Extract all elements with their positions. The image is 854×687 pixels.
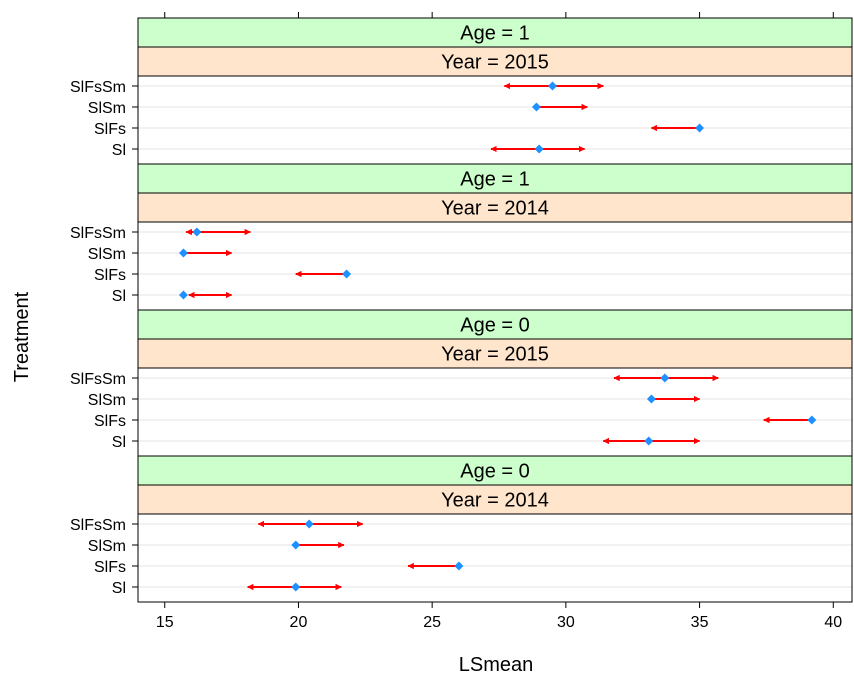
treatment-label: SlFs bbox=[94, 267, 126, 284]
panel-background bbox=[137, 367, 853, 457]
treatment-label: SlSm bbox=[88, 100, 126, 117]
treatment-label: SlFs bbox=[94, 559, 126, 576]
lsmean-point bbox=[644, 436, 654, 446]
x-axis-title: LSmean bbox=[459, 654, 534, 676]
lsmean-point bbox=[304, 519, 314, 529]
treatment-label: SlFsSm bbox=[70, 225, 126, 242]
lsmean-point bbox=[342, 269, 352, 279]
x-tick-label: 40 bbox=[824, 614, 842, 631]
age-strip-label: Age = 0 bbox=[460, 315, 530, 337]
age-strip-label: Age = 1 bbox=[460, 23, 530, 45]
panel: Age = 0 Year = 2015 SlFsSm SlSm SlFs Sl bbox=[70, 309, 853, 457]
x-tick-label: 20 bbox=[290, 614, 308, 631]
lsmean-point bbox=[547, 81, 557, 91]
treatment-label: SlFsSm bbox=[70, 517, 126, 534]
year-strip bbox=[137, 338, 853, 369]
year-strip bbox=[137, 46, 853, 77]
x-tick-label: 15 bbox=[156, 614, 174, 631]
x-tick-label: 30 bbox=[557, 614, 575, 631]
treatment-label: Sl bbox=[112, 142, 126, 159]
treatment-label: SlSm bbox=[88, 538, 126, 555]
year-strip-label: Year = 2014 bbox=[441, 490, 549, 512]
age-strip-label: Age = 0 bbox=[460, 461, 530, 483]
treatment-label: Sl bbox=[112, 434, 126, 451]
age-strip bbox=[137, 17, 853, 48]
panel: Age = 0 Year = 2014 SlFsSm SlSm SlFs Sl bbox=[70, 455, 853, 603]
age-strip bbox=[137, 455, 853, 486]
treatment-label: SlFs bbox=[94, 121, 126, 138]
x-axis: 15 20 25 30 35 40 bbox=[156, 12, 842, 631]
x-tick-label: 25 bbox=[423, 614, 441, 631]
lsmean-point bbox=[695, 123, 705, 133]
lsmean-point bbox=[454, 561, 464, 571]
panel: Age = 1 Year = 2015 SlFsSm SlSm SlFs Sl bbox=[70, 17, 853, 165]
treatment-label: Sl bbox=[112, 288, 126, 305]
lsmean-point bbox=[192, 227, 202, 237]
x-tick-label: 35 bbox=[691, 614, 709, 631]
plot-frame bbox=[137, 17, 853, 603]
treatment-label: SlSm bbox=[88, 246, 126, 263]
panel-background bbox=[137, 513, 853, 603]
lsmean-point bbox=[646, 394, 656, 404]
lsmean-point bbox=[531, 102, 541, 112]
y-axis-title: Treatment bbox=[11, 291, 33, 382]
year-strip-label: Year = 2014 bbox=[441, 198, 549, 220]
lsmean-point bbox=[291, 540, 301, 550]
treatment-label: SlFsSm bbox=[70, 371, 126, 388]
treatment-label: SlSm bbox=[88, 392, 126, 409]
treatment-label: SlFsSm bbox=[70, 79, 126, 96]
lsmean-point bbox=[660, 373, 670, 383]
lsmean-point bbox=[178, 290, 188, 300]
lsmean-point bbox=[178, 248, 188, 258]
age-strip-label: Age = 1 bbox=[460, 169, 530, 191]
year-strip-label: Year = 2015 bbox=[441, 344, 549, 366]
lsmean-point bbox=[534, 144, 544, 154]
panel-background bbox=[137, 75, 853, 165]
year-strip-label: Year = 2015 bbox=[441, 52, 549, 74]
treatment-label: SlFs bbox=[94, 413, 126, 430]
age-strip bbox=[137, 309, 853, 340]
lsmean-point bbox=[807, 415, 817, 425]
panel: Age = 1 Year = 2014 SlFsSm SlSm SlFs Sl bbox=[70, 163, 853, 311]
lsmean-point bbox=[291, 582, 301, 592]
panel-background bbox=[137, 221, 853, 311]
treatment-label: Sl bbox=[112, 580, 126, 597]
